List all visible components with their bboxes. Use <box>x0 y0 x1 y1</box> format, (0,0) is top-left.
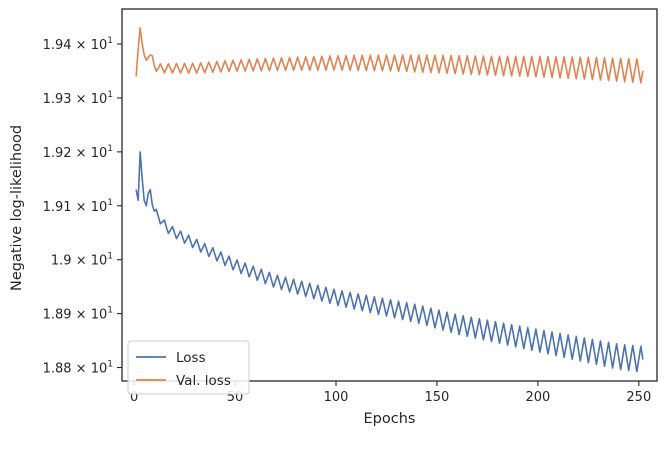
x-tick-label: 250 <box>626 390 651 405</box>
x-tick-label: 0 <box>130 390 138 405</box>
y-tick-label: 1.94 × 101 <box>43 36 113 53</box>
y-tick-label: 1.9 × 101 <box>51 252 113 269</box>
y-axis-label: Negative log-likelihood <box>9 125 25 291</box>
y-axis-ticks: 1.88 × 101 1.89 × 101 1.9 × 101 1.91 × 101 1… <box>43 36 122 377</box>
legend-label-loss: Loss <box>176 350 206 366</box>
legend-label-val-loss: Val. loss <box>176 373 231 389</box>
legend: Loss Val. loss <box>127 340 250 395</box>
x-tick-label: 100 <box>324 390 349 405</box>
y-tick-label: 1.92 × 101 <box>43 144 113 161</box>
y-tick-label: 1.91 × 101 <box>43 198 113 215</box>
x-tick-label: 150 <box>425 390 450 405</box>
x-axis-label: Epochs <box>364 411 416 427</box>
x-tick-label: 200 <box>525 390 550 405</box>
y-tick-label: 1.89 × 101 <box>43 306 113 323</box>
plot-series-layer <box>135 27 644 373</box>
series-line-val-loss <box>135 27 644 84</box>
y-tick-label: 1.88 × 101 <box>43 360 113 377</box>
plot-frame <box>121 8 658 382</box>
x-axis-ticks: 0 50 100 150 200 250 <box>130 381 651 405</box>
y-tick-label: 1.93 × 101 <box>43 90 113 107</box>
series-line-loss <box>135 151 644 373</box>
